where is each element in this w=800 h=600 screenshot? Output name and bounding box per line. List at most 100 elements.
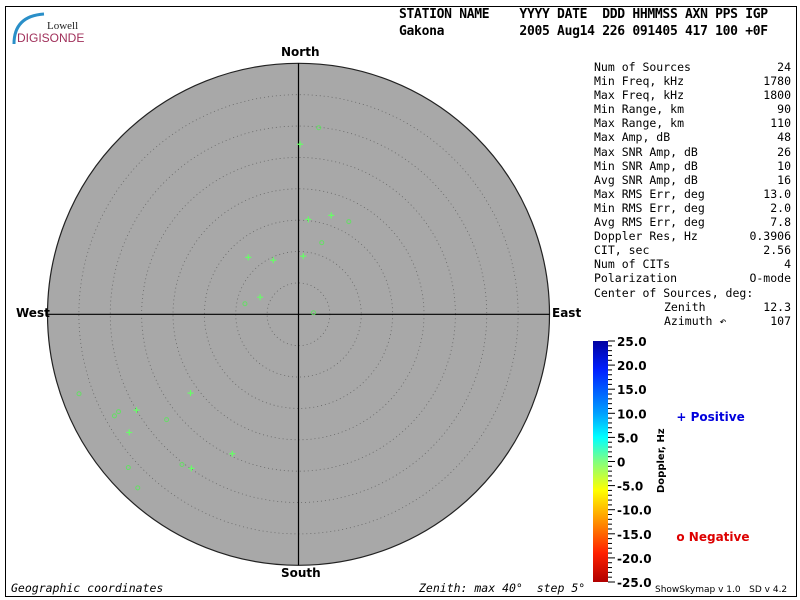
source-point-negative — [319, 240, 325, 246]
source-point-positive — [133, 407, 140, 414]
stat-value: 90 — [777, 102, 791, 117]
colorbar-tick-label: 0 — [617, 456, 625, 470]
logo-text-lowell: Lowell — [47, 20, 79, 32]
source-point-positive — [126, 429, 133, 436]
stat-label: Polarization — [594, 271, 678, 286]
stat-label: Min Range, km — [594, 102, 685, 117]
colorbar-tick-label: 10.0 — [617, 407, 647, 421]
source-point-negative — [310, 310, 316, 316]
source-point-positive — [188, 465, 195, 472]
stat-label: Max SNR Amp, dB — [594, 144, 698, 159]
colorbar-tick-label: 15.0 — [617, 383, 647, 397]
source-point-negative — [111, 413, 117, 419]
stat-row: Max Freq, kHz 1800 — [594, 88, 791, 102]
footer-zenith: Zenith: max 40° step 5° — [419, 581, 586, 595]
header-labels: STATION NAME YYYY DATE DDD HHMMSS AXN PP… — [399, 7, 768, 22]
source-point-positive — [257, 294, 264, 301]
stat-value: O-mode — [749, 271, 791, 286]
legend-positive: + Positive — [668, 396, 745, 424]
source-point-positive — [229, 450, 236, 457]
legend-negative-label: Negative — [688, 530, 750, 544]
stat-label: Num of Sources — [594, 60, 691, 74]
stat-row: Min RMS Err, deg 2.0 — [594, 201, 791, 215]
source-point-positive — [305, 216, 312, 223]
source-point-negative — [125, 465, 131, 471]
stat-label: Max Freq, kHz — [594, 88, 685, 103]
footer-version: ShowSkymap v 1.0 SD v 4.2 — [655, 585, 788, 595]
statistics-panel: Num of Sources 24 Min Freq, kHz 1780 Max Fre… — [594, 60, 791, 328]
stat-value: 48 — [777, 130, 791, 145]
colorbar-tick-label: -15.0 — [617, 528, 652, 542]
stat-value: 10 — [777, 158, 791, 173]
stat-value: 2.0 — [770, 200, 791, 215]
source-point-positive — [300, 253, 307, 260]
stat-label: Num of CITs — [594, 257, 671, 272]
stat-label: Doppler Res, Hz — [594, 229, 698, 244]
source-point-negative — [179, 462, 185, 468]
header-values: Gakona 2005 Aug14 226 091405 417 100 +0F — [399, 24, 768, 39]
stat-row: Max RMS Err, deg 13.0 — [594, 187, 791, 201]
stat-label: Max Amp, dB — [594, 130, 671, 145]
source-point-negative — [242, 301, 248, 307]
stat-value: 110 — [770, 116, 791, 131]
colorbar-tick-label: 20.0 — [617, 359, 647, 373]
source-point-positive — [270, 257, 277, 264]
stat-value: 13.0 — [763, 186, 791, 201]
colorbar-title: Doppler, Hz — [656, 428, 667, 493]
source-point-negative — [116, 409, 122, 415]
legend-positive-label: Positive — [690, 410, 745, 424]
stat-value: 1780 — [763, 74, 791, 89]
stat-row: Max Range, km 110 — [594, 116, 791, 130]
stat-value: 1800 — [763, 88, 791, 103]
stat-label: Max RMS Err, deg — [594, 186, 705, 201]
stat-row: Num of CITs 4 — [594, 257, 791, 271]
stat-row: Max SNR Amp, dB 26 — [594, 145, 791, 159]
label-east: East — [552, 306, 582, 320]
source-point-negative — [164, 417, 170, 423]
stat-value: 16 — [777, 172, 791, 187]
footer-coordinates: Geographic coordinates — [11, 581, 164, 595]
stat-row: Max Amp, dB 48 — [594, 130, 791, 144]
label-north: North — [281, 45, 320, 59]
stat-label: Max Range, km — [594, 116, 685, 131]
center-azimuth-label: Azimuth ↶ — [664, 313, 727, 328]
stat-value: 7.8 — [770, 215, 791, 230]
logo-swoosh-icon — [12, 12, 45, 45]
stat-label: CIT, sec — [594, 243, 650, 258]
plot-frame — [5, 6, 797, 597]
plus-icon: + — [676, 410, 687, 424]
stat-label: Min Freq, kHz — [594, 74, 685, 89]
center-zenith-value: 12.3 — [763, 299, 791, 314]
colorbar-tick-label: -5.0 — [617, 480, 643, 494]
stat-row: Min Range, km 90 — [594, 102, 791, 116]
center-azimuth-value: 107 — [770, 313, 791, 328]
stat-value: 0.3906 — [749, 229, 791, 244]
stat-row: CIT, sec 2.56 — [594, 243, 791, 257]
source-point-positive — [328, 212, 335, 219]
stat-row: Doppler Res, Hz 0.3906 — [594, 229, 791, 243]
stat-label: Avg RMS Err, deg — [594, 215, 705, 230]
stat-label: Min RMS Err, deg — [594, 200, 705, 215]
colorbar-tick-label: -10.0 — [617, 504, 652, 518]
stat-label: Avg SNR Amp, dB — [594, 172, 698, 187]
source-point-negative — [135, 485, 141, 491]
source-point-positive — [296, 141, 303, 148]
stat-row: Polarization O-mode — [594, 271, 791, 285]
stat-value: 4 — [784, 257, 791, 272]
source-point-negative — [346, 219, 352, 225]
stat-row: Min Freq, kHz 1780 — [594, 74, 791, 88]
colorbar-tick-label: -20.0 — [617, 552, 652, 566]
center-zenith: Zenith 12.3 — [594, 300, 791, 314]
colorbar-tick-label: 25.0 — [617, 335, 647, 349]
legend-negative: o Negative — [668, 516, 749, 544]
center-azimuth: Azimuth ↶ 107 — [594, 314, 791, 328]
colorbar-ticks: 25.0 20.0 15.0 10.0 5.0 0 -5.0 -10.0 -15.0 -20.0 -… — [608, 335, 652, 590]
label-west: West — [16, 306, 50, 320]
colorbar-tick-label: -25.0 — [617, 576, 652, 590]
stat-row: Num of Sources 24 — [594, 60, 791, 74]
stat-row: Min SNR Amp, dB 10 — [594, 159, 791, 173]
center-title: Center of Sources, deg: — [594, 285, 754, 300]
source-point-positive — [245, 254, 252, 261]
center-zenith-label: Zenith — [664, 299, 706, 314]
colorbar-tick-label: 5.0 — [617, 431, 638, 445]
